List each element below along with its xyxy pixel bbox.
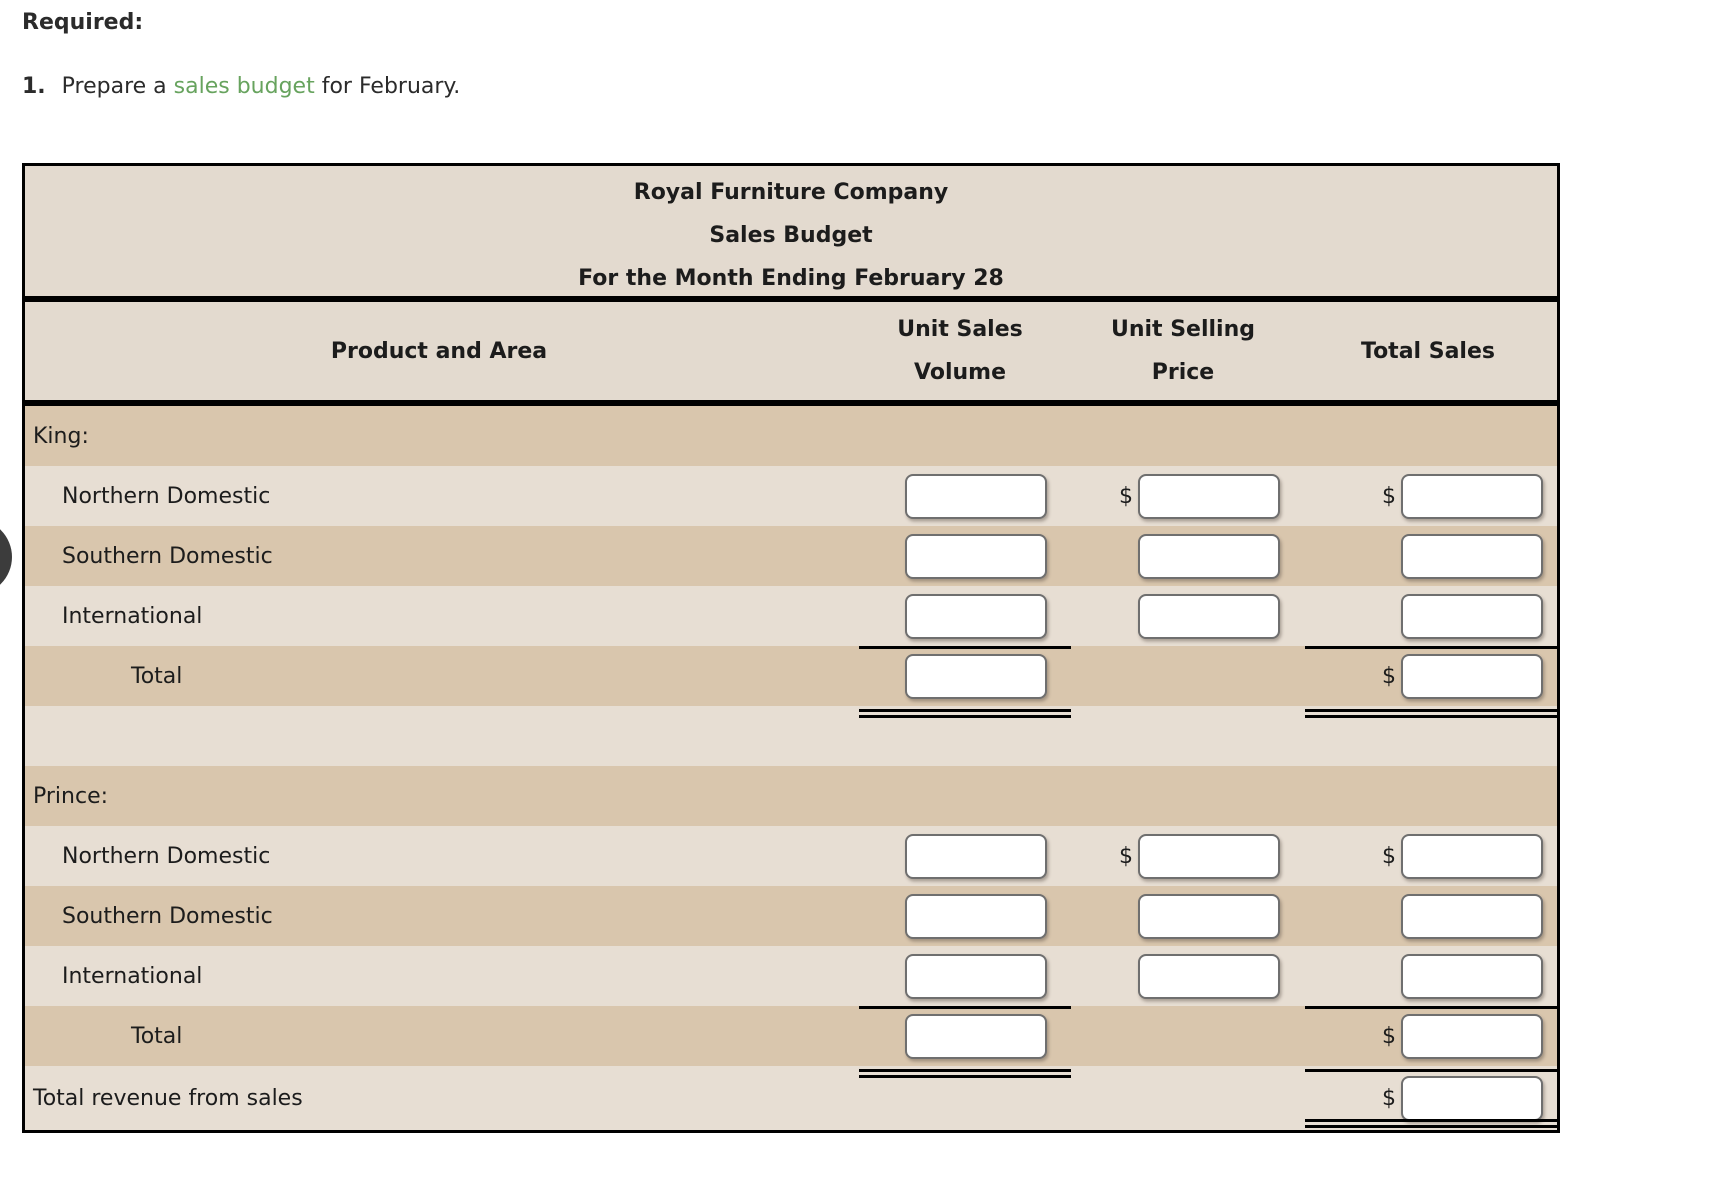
double-rule-king-volume	[859, 715, 1071, 718]
instruction-prefix: Prepare a	[61, 74, 174, 99]
statement-period: For the Month Ending February 28	[578, 266, 1004, 291]
total-revenue-input[interactable]	[1401, 1075, 1543, 1121]
required-heading: Required:	[22, 10, 144, 35]
col-header-unit-selling-price: Unit Selling Price	[1110, 317, 1256, 385]
prince-international-total-input[interactable]	[1401, 953, 1543, 999]
col-header-total-sales: Total Sales	[1360, 338, 1495, 364]
currency-symbol: $	[1119, 483, 1133, 509]
instruction-line: 1. Prepare a sales budget for February.	[22, 74, 460, 99]
currency-symbol: $	[1382, 843, 1396, 869]
separator-rule	[25, 296, 1557, 302]
single-rule-king-total-sales	[1305, 646, 1560, 649]
row-label: International	[62, 963, 203, 989]
currency-symbol: $	[1119, 843, 1133, 869]
prince-southern-total-input[interactable]	[1401, 893, 1543, 939]
row-label: Southern Domestic	[62, 543, 273, 569]
king-northern-price-input[interactable]	[1138, 473, 1280, 519]
double-rule-prince-volume	[859, 1075, 1071, 1078]
currency-symbol: $	[1382, 1023, 1396, 1049]
king-total-total-input[interactable]	[1401, 653, 1543, 699]
king-southern-volume-input[interactable]	[905, 533, 1047, 579]
prince-southern-volume-input[interactable]	[905, 893, 1047, 939]
single-rule-prince-total-sales-bottom	[1305, 1069, 1560, 1072]
double-rule-king-volume	[859, 709, 1071, 712]
king-total-volume-input[interactable]	[905, 653, 1047, 699]
table-row-king-northern: Northern Domestic $ $	[25, 466, 1557, 526]
currency-symbol: $	[1382, 1085, 1396, 1111]
single-rule-king-volume	[859, 646, 1071, 649]
sales-budget-worksheet: Royal Furniture Company Sales Budget For…	[22, 163, 1560, 1133]
prince-northern-volume-input[interactable]	[905, 833, 1047, 879]
double-rule-prince-volume	[859, 1069, 1071, 1072]
instruction-suffix: for February.	[314, 74, 461, 99]
column-header-row: Product and Area Unit Sales Volume Unit …	[25, 302, 1557, 400]
king-southern-price-input[interactable]	[1138, 533, 1280, 579]
subtotal-label: Total	[131, 663, 183, 689]
row-label: Northern Domestic	[62, 843, 271, 869]
double-rule-king-total-sales	[1305, 715, 1560, 718]
section-label: King:	[33, 423, 89, 449]
king-northern-total-input[interactable]	[1401, 473, 1543, 519]
double-rule-grand-total	[1305, 1119, 1560, 1122]
col-header-unit-sales-volume: Unit Sales Volume	[897, 317, 1023, 385]
double-rule-king-total-sales	[1305, 709, 1560, 712]
single-rule-prince-total-sales	[1305, 1006, 1560, 1009]
king-southern-total-input[interactable]	[1401, 533, 1543, 579]
currency-symbol: $	[1382, 663, 1396, 689]
double-rule-grand-total	[1305, 1125, 1560, 1128]
prince-southern-price-input[interactable]	[1138, 893, 1280, 939]
item-number: 1.	[22, 74, 46, 99]
section-row-king: King:	[25, 406, 1557, 466]
table-row-prince-northern: Northern Domestic $ $	[25, 826, 1557, 886]
king-international-total-input[interactable]	[1401, 593, 1543, 639]
table-row-king-international: International	[25, 586, 1557, 646]
prince-total-total-input[interactable]	[1401, 1013, 1543, 1059]
table-row-king-southern: Southern Domestic	[25, 526, 1557, 586]
section-label: Prince:	[33, 783, 109, 809]
row-label: International	[62, 603, 203, 629]
table-row-prince-southern: Southern Domestic	[25, 886, 1557, 946]
prince-northern-total-input[interactable]	[1401, 833, 1543, 879]
statement-title: Sales Budget	[709, 223, 873, 248]
section-row-prince: Prince:	[25, 766, 1557, 826]
company-name: Royal Furniture Company	[633, 180, 949, 205]
separator-rule	[25, 400, 1557, 406]
edge-partial-circle-button[interactable]	[0, 519, 12, 595]
sales-budget-link[interactable]: sales budget	[173, 74, 315, 99]
table-row-king-total: Total $	[25, 646, 1557, 706]
table-row-prince-international: International	[25, 946, 1557, 1006]
col-header-product-and-area: Product and Area	[330, 338, 548, 364]
spacer-row	[25, 706, 1557, 766]
prince-international-volume-input[interactable]	[905, 953, 1047, 999]
table-row-total-revenue: Total revenue from sales $	[25, 1066, 1557, 1130]
prince-international-price-input[interactable]	[1138, 953, 1280, 999]
row-label: Southern Domestic	[62, 903, 273, 929]
table-row-prince-total: Total $	[25, 1006, 1557, 1066]
row-label: Northern Domestic	[62, 483, 271, 509]
king-northern-volume-input[interactable]	[905, 473, 1047, 519]
prince-total-volume-input[interactable]	[905, 1013, 1047, 1059]
prince-northern-price-input[interactable]	[1138, 833, 1280, 879]
currency-symbol: $	[1382, 483, 1396, 509]
king-international-volume-input[interactable]	[905, 593, 1047, 639]
king-international-price-input[interactable]	[1138, 593, 1280, 639]
subtotal-label: Total	[131, 1023, 183, 1049]
worksheet-title-block: Royal Furniture Company Sales Budget For…	[25, 166, 1557, 296]
single-rule-prince-volume	[859, 1006, 1071, 1009]
grand-total-label: Total revenue from sales	[33, 1085, 303, 1111]
